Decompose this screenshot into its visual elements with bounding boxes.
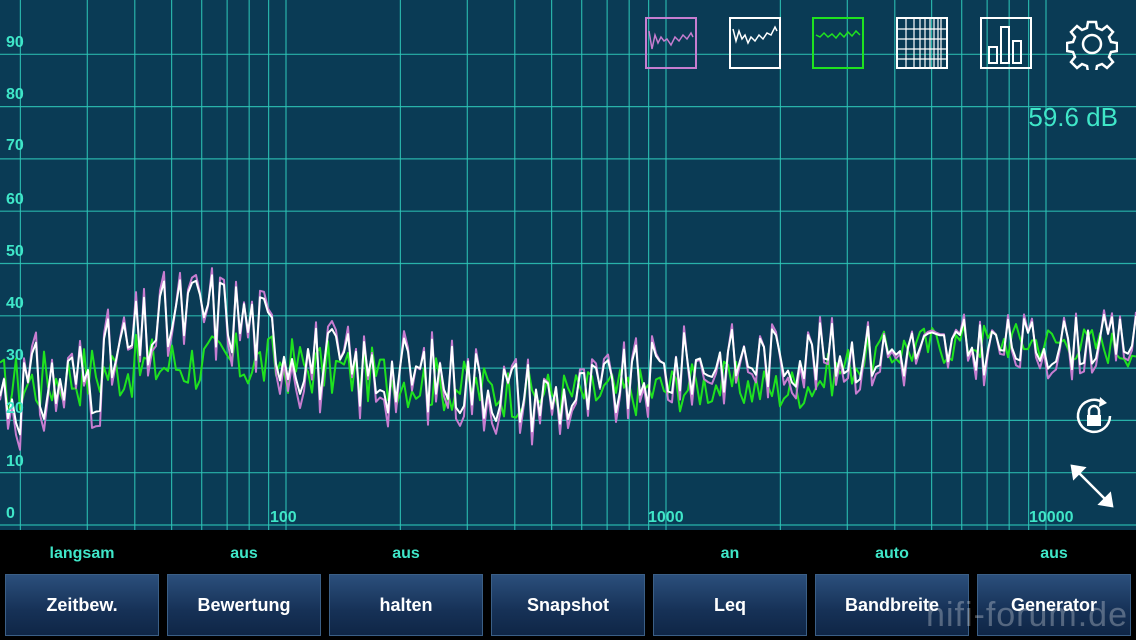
snapshot-button[interactable]: Snapshot <box>491 574 645 636</box>
y-axis-label-60: 60 <box>6 191 24 208</box>
gear-icon[interactable] <box>1065 18 1119 74</box>
bewertung-button[interactable]: Bewertung <box>167 574 321 636</box>
y-axis-label-90: 90 <box>6 34 24 51</box>
bandbreite-status: auto <box>875 545 909 562</box>
spectrum-plot[interactable]: 90 80 70 60 50 40 30 20 10 0 100 1000 10… <box>0 0 1136 530</box>
spectrum-trace-icon <box>732 25 778 45</box>
bandbreite-button[interactable]: Bandbreite <box>815 574 969 636</box>
white-spectrum-view-button[interactable] <box>729 17 781 69</box>
spectrum-trace-icon <box>815 29 861 40</box>
x-axis-label-100: 100 <box>270 509 297 526</box>
bewertung-status: aus <box>230 545 258 562</box>
grid-icon <box>898 19 946 67</box>
zeitbew-status: langsam <box>49 545 115 562</box>
y-axis-label-80: 80 <box>6 86 24 103</box>
bar-chart-icon <box>988 26 1022 64</box>
x-axis-label-1000: 1000 <box>648 509 684 526</box>
zeitbew-button[interactable]: Zeitbew. <box>5 574 159 636</box>
waterfall-view-button[interactable] <box>896 17 948 69</box>
y-axis-label-70: 70 <box>6 137 24 154</box>
green-spectrum-view-button[interactable] <box>812 17 864 69</box>
y-axis-label-30: 30 <box>6 347 24 364</box>
y-axis-label-0: 0 <box>6 505 15 522</box>
generator-button[interactable]: Generator <box>977 574 1131 636</box>
leq-status: an <box>720 545 740 562</box>
purple-spectrum-view-button[interactable] <box>645 17 697 69</box>
generator-status: aus <box>1040 545 1068 562</box>
level-readout: 59.6 dB <box>1028 102 1118 132</box>
spectrum-trace-icon <box>648 30 694 50</box>
halten-status: aus <box>392 545 420 562</box>
leq-button[interactable]: Leq <box>653 574 807 636</box>
bar-view-button[interactable] <box>980 17 1032 69</box>
x-axis-label-10000: 10000 <box>1029 509 1074 526</box>
spectrum-graph <box>0 0 1136 530</box>
y-axis-label-40: 40 <box>6 295 24 312</box>
white-spectrum-trace <box>0 274 1136 436</box>
y-axis-label-50: 50 <box>6 243 24 260</box>
y-axis-label-20: 20 <box>6 400 24 417</box>
fullscreen-icon[interactable] <box>1068 462 1116 510</box>
rotation-lock-icon[interactable] <box>1072 394 1116 438</box>
y-axis-label-10: 10 <box>6 453 24 470</box>
halten-button[interactable]: halten <box>329 574 483 636</box>
watermark: hifi-forum.de <box>926 596 1128 634</box>
